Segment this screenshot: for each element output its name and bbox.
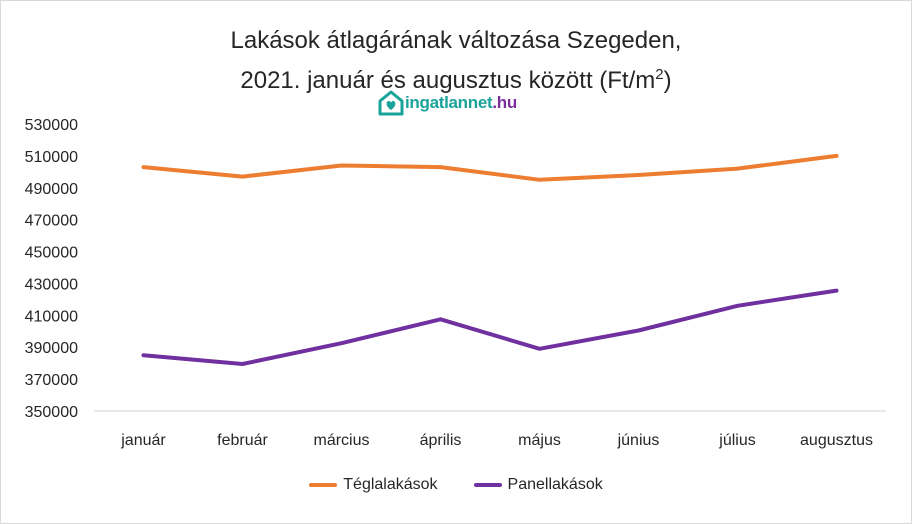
chart-title-line2: 2021. január és augusztus között (Ft/m2) (0, 58, 912, 98)
x-tick-label: február (217, 432, 268, 449)
y-tick-label: 470000 (25, 213, 78, 230)
legend-swatch-teglalakasok (309, 483, 338, 487)
x-tick-label: március (313, 432, 369, 449)
legend-item-panellakasok: Panellakások (473, 476, 603, 494)
x-tick-label: május (518, 432, 561, 449)
chart-title-line2-main: 2021. január és augusztus között (Ft/m (240, 67, 656, 94)
chart-title-superscript: 2 (655, 66, 664, 83)
series-line-panellakasok (141, 288, 839, 366)
y-tick-label: 450000 (25, 245, 78, 262)
series-lines (141, 153, 839, 366)
series-line-teglalakasok (141, 153, 839, 182)
x-tick-label: április (420, 432, 462, 449)
legend-label-teglalakasok: Téglalakások (343, 476, 438, 493)
x-axis-tick-labels: január február március április május június jú… (120, 432, 873, 449)
legend-swatch-panellakasok (473, 483, 502, 487)
legend: Téglalakások Panellakások (0, 476, 912, 494)
y-tick-label: 350000 (25, 404, 78, 421)
chart-title-line2-end: ) (663, 67, 672, 94)
house-heart-icon (378, 90, 404, 116)
logo-tld: .hu (492, 93, 517, 112)
x-tick-label: június (617, 432, 660, 449)
legend-label-panellakasok: Panellakások (507, 476, 603, 493)
y-tick-label: 530000 (25, 117, 78, 134)
y-tick-label: 370000 (25, 372, 78, 389)
x-tick-label: január (120, 432, 166, 449)
y-tick-label: 410000 (25, 308, 78, 325)
y-tick-label: 430000 (25, 276, 78, 293)
x-tick-label: július (718, 432, 755, 449)
y-tick-label: 510000 (25, 149, 78, 166)
legend-item-teglalakasok: Téglalakások (309, 476, 438, 494)
chart-title-line1: Lakások átlagárának változása Szegeden, (230, 27, 682, 54)
y-tick-label: 490000 (25, 181, 78, 198)
logo-name: ingatlannet (405, 93, 493, 112)
logo-text: ingatlannet.hu (405, 93, 517, 113)
y-tick-label: 390000 (25, 340, 78, 357)
x-tick-label: augusztus (800, 432, 873, 449)
y-axis-tick-labels: 350000 370000 390000 410000 430000 450000 4700… (25, 117, 78, 421)
ingatlannet-logo: ingatlannet.hu (377, 88, 517, 118)
